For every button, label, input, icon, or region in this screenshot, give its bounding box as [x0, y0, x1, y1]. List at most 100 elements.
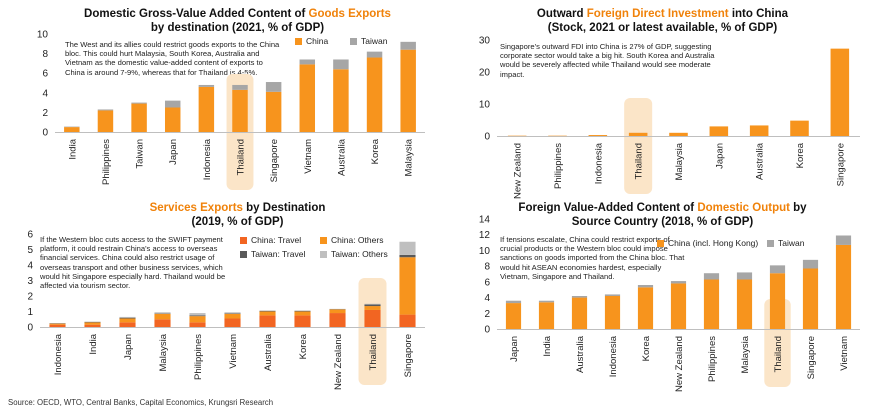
bar-china	[366, 57, 383, 132]
bar-china-travel	[84, 324, 101, 327]
bar-fdi	[669, 132, 688, 136]
bar-china-incl-hong-kong	[604, 296, 621, 329]
bar-taiwan	[232, 84, 248, 90]
legend-item-taiwan: Taiwan	[350, 36, 387, 46]
category-label: Singapore	[835, 143, 846, 186]
category-label: Australia	[755, 142, 766, 180]
category-label: India	[542, 335, 553, 356]
y-tick-label: 1	[27, 307, 33, 318]
chart-title: Domestic Gross-Value Added Content of Go…	[84, 8, 391, 34]
bar-taiwan	[538, 300, 555, 303]
chart-goods-exports: Domestic Gross-Value Added Content of Go…	[0, 0, 435, 200]
bar-china	[198, 86, 215, 132]
legend-item-china: China	[295, 36, 328, 46]
bar-taiwan	[835, 235, 852, 245]
bar-china-incl-hong-kong	[736, 279, 753, 329]
bar-china-travel	[49, 324, 66, 327]
bar-taiwan	[198, 84, 215, 87]
y-tick-label: 10	[479, 100, 491, 111]
bar-taiwan-travel	[364, 304, 381, 307]
bar-china-travel	[224, 318, 241, 327]
bar-taiwan	[802, 259, 819, 269]
legend-swatch	[350, 38, 357, 45]
bar-taiwan	[400, 41, 416, 50]
y-tick-label: 2	[42, 108, 48, 119]
source-note: Source: OECD, WTO, Central Banks, Capita…	[8, 398, 274, 407]
category-label: Malaysia	[158, 333, 169, 371]
bar-china-travel	[399, 314, 416, 327]
bar-china-others	[84, 322, 101, 325]
y-tick-label: 10	[37, 30, 49, 41]
category-label: Japan	[714, 143, 725, 169]
category-label: Indonesia	[608, 335, 619, 377]
category-label: Philippines	[101, 139, 112, 185]
bar-china-travel	[364, 309, 381, 327]
category-label: Korea	[298, 333, 309, 359]
bar-fdi	[709, 126, 729, 136]
bar-taiwan-others	[364, 303, 381, 305]
bar-china-incl-hong-kong	[538, 302, 555, 329]
category-label: Malaysia	[740, 335, 751, 373]
bar-china-travel	[259, 315, 276, 327]
chart-services-exports: Services Exports by Destination (2019, %…	[0, 200, 435, 395]
highlight-band	[624, 98, 653, 194]
category-label: Singapore	[806, 336, 817, 379]
legend-item-taiwan-travel: Taiwan: Travel	[240, 249, 305, 259]
category-label: Malaysia	[674, 142, 685, 180]
bar-taiwan	[670, 281, 687, 284]
category-label: Thailand	[634, 143, 645, 179]
bar-china-others	[399, 257, 416, 315]
y-tick-label: 8	[42, 49, 48, 60]
category-label: Korea	[795, 142, 806, 168]
y-tick-label: 5	[27, 245, 33, 256]
bar-fdi	[790, 120, 809, 136]
category-label: Indonesia	[53, 333, 64, 375]
bar-taiwan-others	[399, 241, 416, 255]
legend-swatch	[240, 251, 247, 258]
bar-china-travel	[329, 313, 346, 327]
category-label: Australia	[336, 138, 347, 176]
category-label: Australia	[575, 335, 586, 373]
chart-legend: China Taiwan	[295, 36, 435, 48]
bar-china-others	[329, 309, 346, 314]
y-tick-label: 0	[27, 323, 33, 334]
bar-china-travel	[119, 322, 136, 327]
bar-taiwan-travel	[224, 313, 241, 314]
bar-china-incl-hong-kong	[505, 303, 522, 329]
bar-china-others	[189, 316, 206, 323]
bar-china-incl-hong-kong	[571, 297, 588, 329]
bar-china	[265, 91, 282, 132]
category-label: India	[88, 333, 99, 354]
y-tick-label: 4	[27, 261, 33, 272]
bar-china	[232, 89, 248, 132]
legend-item-taiwan: Taiwan	[767, 238, 804, 248]
legend-item-taiwan-others: Taiwan: Others	[320, 249, 388, 259]
bar-taiwan	[366, 51, 383, 58]
legend-item-china-travel: China: Travel	[240, 235, 301, 245]
category-label: Philippines	[193, 334, 204, 380]
bar-china-travel	[294, 315, 311, 327]
y-tick-label: 3	[27, 276, 33, 287]
bar-taiwan	[571, 296, 588, 298]
bar-china-incl-hong-kong	[835, 244, 852, 329]
bar-taiwan-others	[224, 312, 241, 314]
y-tick-label: 4	[42, 88, 48, 99]
chart-note: If the Western bloc cuts access to the S…	[40, 235, 226, 291]
bar-china	[299, 64, 316, 132]
bar-taiwan	[736, 272, 753, 280]
bar-china	[400, 49, 416, 132]
bar-taiwan-others	[259, 310, 276, 312]
y-tick-label: 2	[27, 292, 33, 303]
category-label: Japan	[168, 139, 179, 165]
y-tick-label: 8	[484, 262, 490, 273]
chart-note: If tensions escalate, China could restri…	[500, 235, 685, 281]
y-tick-label: 2	[484, 309, 490, 320]
bar-fdi	[830, 48, 850, 136]
chart-note: The West and its allies could restrict g…	[65, 40, 280, 77]
legend-item-china-others: China: Others	[320, 235, 383, 245]
category-label: New Zealand	[333, 334, 344, 390]
bar-china	[333, 69, 349, 132]
category-label: Thailand	[773, 336, 784, 372]
bar-china	[97, 110, 114, 132]
bar-china-travel	[189, 322, 206, 327]
